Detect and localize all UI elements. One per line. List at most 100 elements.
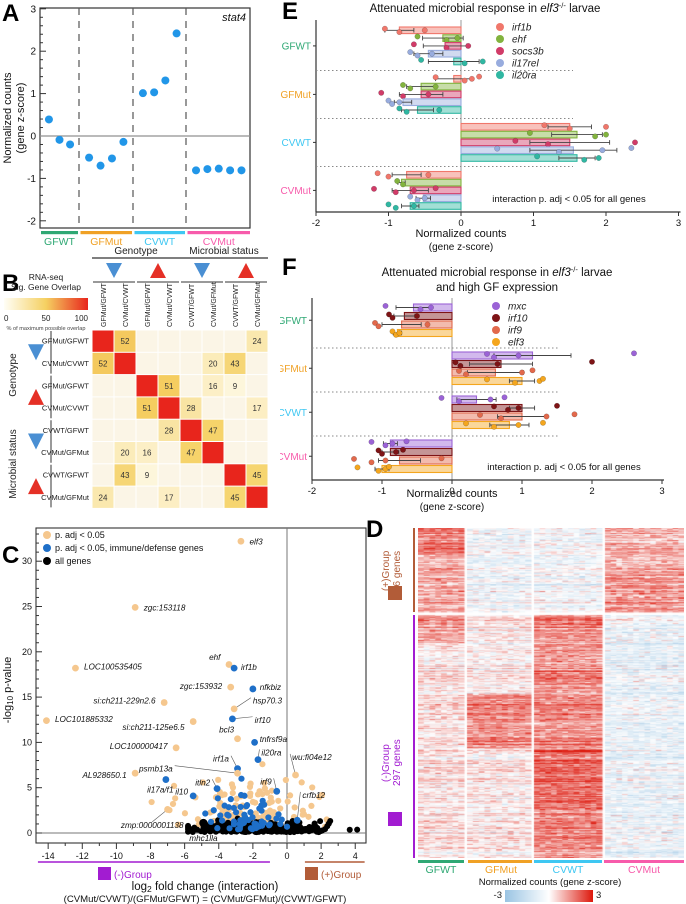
- heatmap-cell: [92, 442, 114, 464]
- replicate-dot: [414, 197, 421, 203]
- cvwt-column-label: CVWT: [552, 864, 584, 876]
- replicate-dot: [494, 145, 501, 152]
- colorbar-gradient: [505, 890, 593, 902]
- replicate-dot: [540, 419, 546, 426]
- gene-label: psmb13a: [138, 765, 173, 774]
- cell-value: 9: [145, 471, 150, 480]
- column-group-title: Microbial status: [189, 246, 258, 257]
- tspan: larvae: [566, 3, 601, 15]
- background-point: [229, 789, 236, 797]
- replicate-dot: [425, 171, 432, 178]
- background-point: [286, 792, 294, 799]
- heatmap-cell: [224, 397, 246, 419]
- column-label: CVWT/GFWT: [189, 283, 196, 327]
- heatmap-cell: [180, 397, 202, 419]
- replicate-dot: [456, 398, 462, 405]
- replicate-dot: [374, 170, 381, 177]
- group-axis-bar: [80, 231, 132, 235]
- background-point: [221, 802, 228, 809]
- labeled-point: [234, 735, 241, 743]
- heatmap-cell: [224, 442, 246, 464]
- heatmap-cell: [180, 352, 202, 375]
- labeled-point: [172, 744, 180, 752]
- replicate-dot: [396, 99, 403, 106]
- replicate-dot: [545, 141, 551, 148]
- x-tick-label: -1: [378, 486, 386, 497]
- column-label: GFMut/GFWT: [101, 282, 108, 327]
- x-tick-label: 0: [458, 218, 463, 229]
- background-point: [185, 822, 192, 829]
- leader-line: [289, 753, 296, 776]
- row-label: CVWT/GFWT: [43, 426, 90, 435]
- x-tick-label: 0: [284, 851, 289, 861]
- cvmut-column-label: CVMut: [627, 864, 661, 876]
- heatmap-cell: [246, 397, 268, 419]
- panel-d-heatmap-canvas: [418, 528, 684, 858]
- column-label: CVMut/CVWT: [167, 282, 174, 327]
- x-tick-label: -10: [110, 851, 123, 861]
- x-tick-label: 4: [353, 851, 358, 861]
- heatmap-cell: [224, 330, 246, 352]
- background-point: [199, 779, 207, 786]
- replicate-dot: [410, 203, 417, 209]
- y-tick-label: 20: [22, 647, 32, 657]
- background-point: [226, 825, 233, 832]
- replicate-dot: [479, 58, 486, 65]
- background-point: [277, 805, 284, 812]
- heatmap-cell: [92, 464, 114, 486]
- x-axis-label: Normalized counts: [415, 228, 507, 240]
- legend-swatch: [496, 47, 504, 55]
- gene-label: il20ra: [261, 748, 281, 757]
- gene-label: nfkbiz: [260, 683, 281, 692]
- background-point: [214, 825, 221, 832]
- replicate-dot: [491, 423, 497, 430]
- heatmap-cell: [92, 352, 114, 375]
- replicate-dot: [443, 36, 450, 43]
- background-point: [261, 801, 268, 808]
- y-axis-label2: (gene z-score): [15, 83, 27, 154]
- legend-swatch: [43, 557, 51, 565]
- replicate-dot: [403, 438, 410, 445]
- replicate-dot: [432, 185, 439, 192]
- background-point: [202, 810, 209, 817]
- replicate-dot: [396, 330, 403, 336]
- x-axis-label: log2 fold change (interaction): [132, 881, 279, 894]
- heatmap-cell: [92, 486, 114, 508]
- neg-group-count: 297 genes: [392, 739, 403, 787]
- replicate-dot: [540, 375, 546, 382]
- gene-label: elf3: [249, 537, 263, 546]
- background-point: [237, 803, 244, 811]
- heatmap-cell: [136, 442, 158, 464]
- replicate-dot: [484, 350, 490, 357]
- replicate-dot: [476, 73, 483, 80]
- leader-line: [174, 765, 238, 774]
- gfmut-column-label: GFMut: [484, 864, 518, 876]
- legend-swatch: [492, 302, 500, 310]
- background-point: [275, 811, 282, 818]
- legend-title2: Sig. Gene Overlap: [11, 282, 81, 292]
- background-point: [313, 828, 320, 835]
- replicate-dot: [400, 82, 406, 88]
- replicate-dot: [477, 411, 483, 418]
- replicate-dot: [368, 459, 375, 466]
- row-label: CVMut/GFMut: [41, 448, 90, 457]
- legend-swatch: [492, 326, 500, 334]
- group-label: CVWT: [282, 138, 311, 149]
- background-point: [230, 804, 237, 812]
- replicate-dot: [375, 447, 382, 454]
- tspan: -/-: [559, 1, 567, 10]
- group-axis-bar: [187, 231, 250, 235]
- cell-value: 52: [99, 359, 108, 368]
- pos-group-swatch: [305, 867, 318, 880]
- heatmap-cell: [202, 419, 224, 441]
- panel-e-bar-chart: Attenuated microbial response in elf3-/-…: [280, 1, 681, 253]
- replicate-dot: [571, 411, 578, 418]
- background-point: [311, 820, 318, 827]
- cell-value: 24: [253, 337, 262, 346]
- replicate-dot: [632, 139, 638, 146]
- y-tick-label: -2: [27, 216, 36, 227]
- heatmap-cell: [180, 330, 202, 352]
- arrow-up-icon: [150, 263, 166, 278]
- background-point: [181, 810, 189, 817]
